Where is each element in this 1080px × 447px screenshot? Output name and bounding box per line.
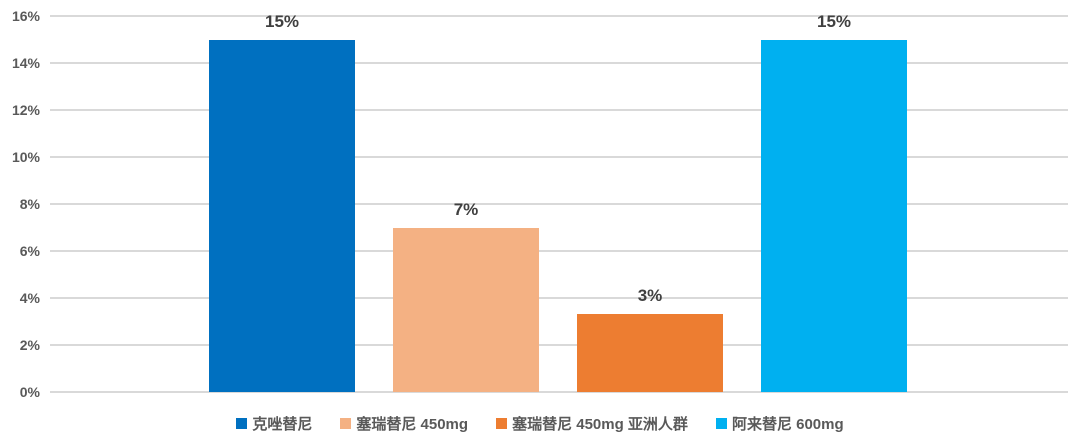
gridline-6% (50, 250, 1068, 252)
legend-label: 克唑替尼 (252, 416, 313, 433)
legend-label: 塞瑞替尼 450mg (356, 416, 469, 433)
legend-swatch-icon (496, 418, 508, 429)
legend-item-3: 塞瑞替尼 450mg 亚洲人群 (496, 413, 688, 434)
y-tick-label: 2% (19, 337, 40, 353)
gridline-16% (50, 15, 1068, 17)
legend-item-4: 阿来替尼 600mg (715, 413, 844, 434)
gridline-14% (50, 62, 1068, 64)
bar-2 (393, 227, 539, 392)
bar-4 (761, 39, 907, 392)
y-tick-label: 4% (19, 290, 40, 306)
bar-3 (577, 314, 723, 392)
legend-item-1: 克唑替尼 (236, 413, 312, 434)
data-label: 7% (453, 199, 479, 219)
chart-legend: 克唑替尼 塞瑞替尼 450mg 塞瑞替尼 450mg 亚洲人群 阿来替尼 600mg (0, 413, 1080, 434)
data-label: 3% (637, 286, 663, 306)
y-tick-label: 16% (11, 8, 40, 24)
data-label: 15% (816, 11, 852, 31)
gridline-10% (50, 156, 1068, 158)
gridline-8% (50, 203, 1068, 205)
legend-swatch-icon (236, 418, 248, 429)
data-label: 15% (264, 11, 300, 31)
gridline-12% (50, 109, 1068, 111)
legend-swatch-icon (715, 418, 727, 429)
legend-item-2: 塞瑞替尼 450mg (340, 413, 468, 434)
y-tick-label: 10% (11, 149, 40, 165)
bar-1 (209, 39, 355, 392)
y-tick-label: 0% (19, 384, 40, 400)
y-tick-label: 8% (19, 196, 40, 212)
y-tick-label: 6% (19, 243, 40, 259)
gridline-2% (50, 344, 1068, 346)
gridline-0% (50, 391, 1068, 393)
legend-swatch-icon (340, 418, 352, 429)
y-tick-label: 12% (11, 102, 40, 118)
legend-label: 阿来替尼 600mg (731, 416, 844, 433)
gridline-4% (50, 297, 1068, 299)
y-tick-label: 14% (11, 55, 40, 71)
legend-label: 塞瑞替尼 450mg 亚洲人群 (512, 416, 688, 433)
